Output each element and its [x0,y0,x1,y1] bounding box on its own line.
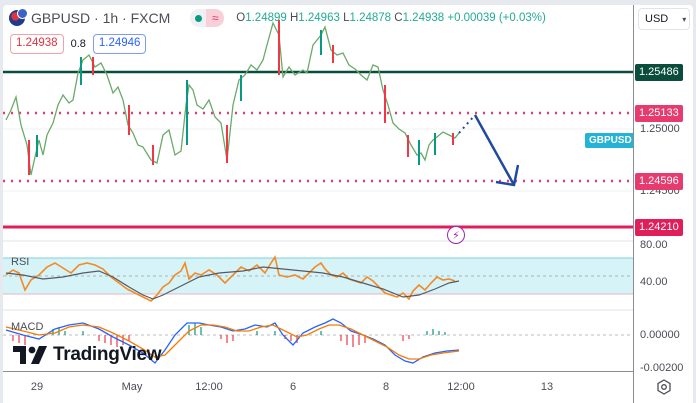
signal-line [5,324,460,360]
chevron-down-icon: ▾ [682,14,687,24]
rsi-tick: 80.00 [640,239,668,251]
currency-select[interactable]: USD ▾ [638,8,690,30]
time-label: 13 [540,381,554,393]
symbol-title[interactable]: GBPUSD · 1h · FXCM [31,10,171,26]
delay-wave-icon: ≈ [206,9,225,27]
rsi-line [5,254,456,302]
rsi-ma-line [5,266,460,300]
market-open-dot-icon [190,14,206,22]
ohlc-values: O1.24899 H1.24963 L1.24878 C1.24938 +0.0… [236,12,546,24]
time-label: 6 [289,381,297,393]
macd-line [5,318,460,364]
time-label: 29 [30,381,44,393]
time-label: 12:00 [195,381,223,393]
chart-window: GBPUSD · 1h · FXCM ≈ O1.24899 H1.24963 L… [3,5,693,403]
change-value: +0.00039 (+0.03%) [447,12,546,24]
time-label: May [121,381,143,393]
macd-tick: 0.00000 [640,329,680,341]
chart-legend: GBPUSD · 1h · FXCM ≈ O1.24899 H1.24963 L… [9,8,546,27]
trade-buttons: 1.24938 0.8 1.24946 [10,34,147,54]
price-label-1.24210: 1.24210 [635,219,683,236]
status-pill[interactable]: ≈ [190,9,225,27]
tradingview-logo-icon [13,346,47,364]
chart-area[interactable]: GBPUSD · 1h · FXCM ≈ O1.24899 H1.24963 L… [3,5,633,371]
event-bolt-icon[interactable]: ⚡ [447,226,465,244]
macd-label[interactable]: MACD [11,321,44,333]
spread-value: 0.8 [70,38,86,50]
projection-dotted-line [458,114,476,134]
gbp-usd-flag-icon [9,8,28,26]
tradingview-logo: TradingView [13,344,162,366]
price-label-1.25133: 1.25133 [635,105,683,122]
settings-gear-icon[interactable] [656,379,672,395]
buy-button[interactable]: 1.24946 [92,34,147,54]
rsi-tick: 40.00 [640,276,668,288]
symbol-tag: GBPUSD [585,133,633,148]
down-arrow-drawing [473,114,520,187]
price-axis[interactable]: USD ▾ 1.25000 1.24500 80.00 40.00 0.0000… [633,5,693,403]
price-label-1.24596: 1.24596 [635,173,683,190]
price-label-1.25486: 1.25486 [635,64,683,81]
sell-button[interactable]: 1.24938 [10,34,64,54]
price-tick: 1.25000 [640,123,680,135]
rsi-label[interactable]: RSI [11,256,30,268]
tradingview-logo-text: TradingView [53,344,162,365]
time-label: 12:00 [447,381,475,393]
price-chart-canvas[interactable] [3,5,633,371]
time-label: 8 [382,381,390,393]
time-axis[interactable]: 29 May 12:00 6 8 12:00 13 [3,371,633,403]
macd-tick: -0.00200 [640,362,684,374]
